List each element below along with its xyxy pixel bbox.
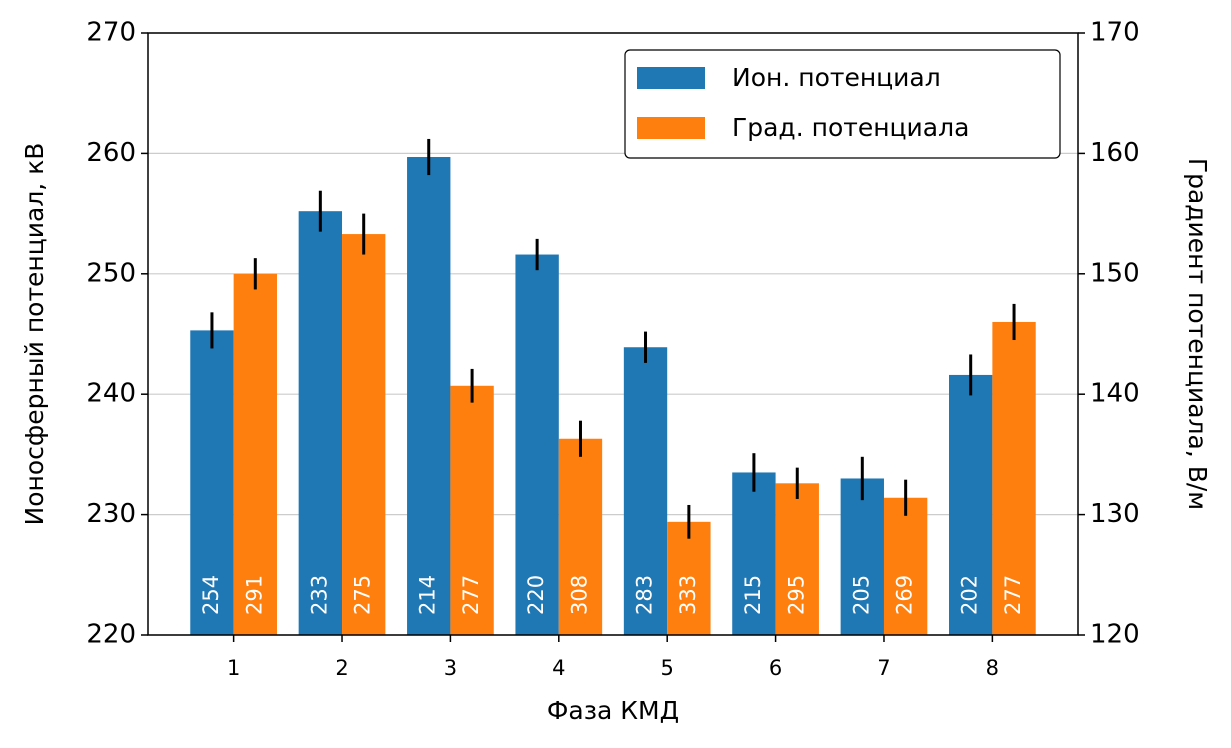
count-label: 308 (567, 575, 591, 615)
y-tick-label: 250 (86, 258, 136, 288)
x-tick-label: 1 (227, 656, 240, 680)
bar (840, 478, 884, 635)
bar (407, 157, 451, 635)
count-label: 269 (893, 575, 917, 615)
count-label: 214 (416, 575, 440, 615)
count-label: 277 (1001, 575, 1025, 615)
count-label: 277 (459, 575, 483, 615)
count-label: 254 (199, 575, 223, 615)
bar (883, 497, 928, 635)
count-label: 295 (784, 575, 808, 615)
x-tick-label: 5 (661, 656, 674, 680)
bar (515, 254, 559, 635)
y2-tick-label: 160 (1090, 138, 1140, 168)
bar (342, 234, 386, 635)
bar (190, 330, 234, 635)
x-tick-label: 8 (986, 656, 999, 680)
y2-tick-label: 170 (1090, 18, 1140, 48)
y2-tick-label: 140 (1090, 379, 1140, 409)
x-tick-label: 6 (769, 656, 782, 680)
y-tick-label: 270 (86, 18, 136, 48)
legend-swatch (637, 117, 705, 139)
count-label: 275 (351, 575, 375, 615)
bar (233, 273, 277, 635)
count-label: 202 (958, 575, 982, 615)
y2-tick-label: 130 (1090, 499, 1140, 529)
x-axis-label: Фаза КМД (547, 696, 679, 725)
x-tick-label: 2 (335, 656, 348, 680)
bar (949, 374, 993, 635)
legend-label: Ион. потенциал (732, 63, 941, 92)
bar (558, 438, 603, 635)
count-label: 283 (633, 575, 657, 615)
y2-axis-label: Градиент потенциала, В/м (1183, 158, 1212, 510)
y-tick-label: 230 (86, 499, 136, 529)
x-tick-label: 4 (552, 656, 565, 680)
bar (623, 347, 668, 635)
count-label: 215 (741, 575, 765, 615)
y2-tick-label: 150 (1090, 258, 1140, 288)
count-label: 233 (307, 575, 331, 615)
bar (298, 211, 343, 635)
bar (775, 483, 819, 635)
y-tick-label: 260 (86, 138, 136, 168)
count-label: 205 (849, 575, 873, 615)
y-axis-label: Ионосферный потенциал, кВ (20, 143, 49, 526)
y2-tick-label: 120 (1090, 620, 1140, 650)
bar (732, 472, 776, 635)
x-tick-label: 7 (877, 656, 890, 680)
legend-box (624, 49, 1061, 159)
bar (450, 385, 494, 635)
legend-swatch (637, 67, 705, 89)
y-tick-label: 220 (86, 620, 136, 650)
legend-label: Град. потенциала (732, 113, 969, 142)
count-label: 220 (524, 575, 548, 615)
bar (667, 521, 711, 635)
y-tick-label: 240 (86, 379, 136, 409)
count-label: 333 (676, 575, 700, 615)
plot-frame (147, 32, 1079, 636)
bar (992, 321, 1036, 635)
count-label: 291 (242, 575, 266, 615)
x-tick-label: 3 (444, 656, 457, 680)
